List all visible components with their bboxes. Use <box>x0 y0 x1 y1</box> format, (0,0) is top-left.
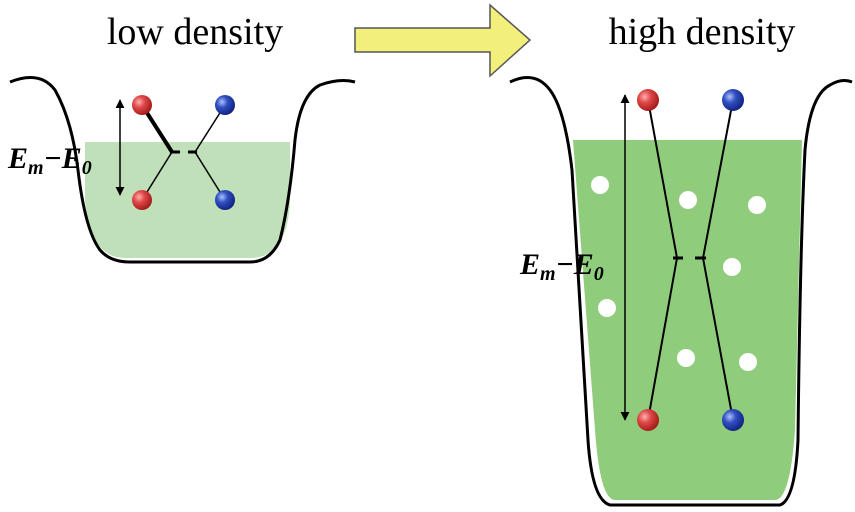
symbol: −E <box>44 142 82 175</box>
atom <box>637 409 659 431</box>
atom <box>132 190 152 210</box>
atom <box>722 409 744 431</box>
high-density-well: Em−E0 <box>510 78 852 506</box>
symbol: E <box>519 248 540 281</box>
atom <box>215 190 235 210</box>
energy-label: Em−E0 <box>7 142 92 179</box>
subscript: 0 <box>82 157 92 179</box>
low-density-well: Em−E0 <box>7 78 355 263</box>
symbol: −E <box>556 248 594 281</box>
symbol: E <box>7 142 28 175</box>
diagram: low density high density Em−E0 <box>0 0 855 512</box>
panel-title: high density <box>609 11 796 53</box>
subscript: m <box>28 157 44 179</box>
atom <box>132 95 152 115</box>
subscript: 0 <box>594 263 604 285</box>
transition-arrow <box>355 5 530 76</box>
subscript: m <box>540 263 556 285</box>
energy-label: Em−E0 <box>519 248 604 285</box>
liquid <box>85 142 290 258</box>
atom <box>215 95 235 115</box>
panel-title: low density <box>107 11 283 53</box>
atom <box>722 89 744 111</box>
atom <box>637 89 659 111</box>
